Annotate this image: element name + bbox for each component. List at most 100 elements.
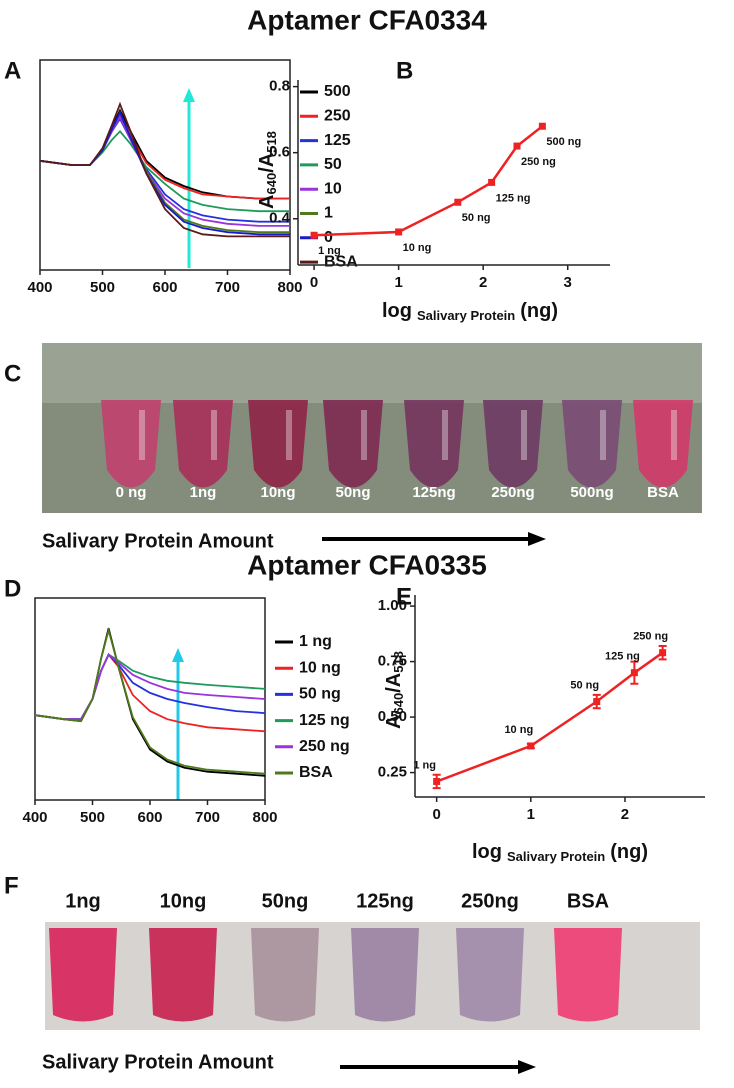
spectrum-line bbox=[39, 101, 290, 238]
legend-label: 1 bbox=[324, 205, 333, 222]
spectrum-line bbox=[34, 626, 266, 775]
axis-label-part: Salivary Protein bbox=[507, 849, 605, 864]
axis-label: log Salivary Protein (ng) bbox=[472, 841, 648, 864]
y-tick-label: 0.6 bbox=[269, 144, 290, 161]
tube bbox=[101, 400, 161, 488]
data-point bbox=[513, 142, 521, 150]
plot-frame bbox=[34, 597, 266, 801]
spectrum-line bbox=[39, 110, 290, 236]
data-line bbox=[314, 125, 544, 237]
y-tick-label: 0.75 bbox=[378, 653, 407, 670]
data-point bbox=[395, 228, 403, 236]
tube-label: BSA bbox=[647, 484, 679, 501]
legend-label: 250 ng bbox=[299, 738, 350, 755]
heading: Aptamer CFA0335 bbox=[247, 549, 487, 580]
tube-label: 125ng bbox=[356, 890, 414, 912]
panel-label: C bbox=[4, 360, 21, 387]
x-tick-label: 700 bbox=[195, 809, 220, 826]
tube-label: 250ng bbox=[461, 890, 519, 912]
photo bbox=[45, 922, 700, 1030]
x-tick-label: 3 bbox=[564, 274, 572, 291]
legend-label: 125 bbox=[324, 132, 351, 149]
axis-label-part: 640 bbox=[391, 693, 406, 715]
axis-label-part: log bbox=[472, 841, 502, 863]
tube-glare bbox=[442, 410, 448, 460]
data-point bbox=[659, 649, 667, 657]
y-tick-label: 0.8 bbox=[269, 78, 290, 95]
point-label: 125 ng bbox=[605, 651, 640, 663]
x-tick-label: 1 bbox=[394, 274, 402, 291]
data-point bbox=[630, 669, 638, 677]
trend-arrow bbox=[172, 648, 184, 800]
tube-glare bbox=[521, 410, 527, 460]
tube-label: 10ng bbox=[260, 484, 295, 501]
panel-label: E bbox=[396, 583, 412, 610]
tube-glare bbox=[600, 410, 606, 460]
tube bbox=[323, 400, 383, 488]
y-tick-label: 0.25 bbox=[378, 764, 407, 781]
tube bbox=[251, 928, 319, 1022]
legend-label: 1 ng bbox=[299, 633, 332, 650]
axis-label-part: A bbox=[383, 714, 405, 728]
panel-label: F bbox=[4, 872, 19, 899]
point-label: 10 ng bbox=[403, 242, 432, 254]
point-label: 50 ng bbox=[462, 212, 491, 224]
data-point bbox=[593, 698, 601, 706]
tube-label: BSA bbox=[567, 890, 609, 912]
panel-label: D bbox=[4, 575, 21, 602]
axis-label-part: Salivary Protein bbox=[417, 308, 515, 323]
caption: Salivary Protein Amount bbox=[42, 1051, 274, 1073]
spectrum-line bbox=[39, 112, 290, 200]
point-label: 500 ng bbox=[546, 136, 581, 148]
x-tick-label: 0 bbox=[310, 274, 318, 291]
tube-glare bbox=[286, 410, 292, 460]
data-point bbox=[310, 231, 318, 239]
legend-label: 10 bbox=[324, 180, 342, 197]
tube-glare bbox=[671, 410, 677, 460]
data-point bbox=[488, 178, 496, 186]
axis-label-part: 518 bbox=[264, 131, 279, 153]
legend-label: BSA bbox=[324, 253, 358, 270]
axis-label-part: /A bbox=[383, 673, 405, 693]
legend-label: BSA bbox=[299, 764, 333, 781]
spectrum-line bbox=[39, 116, 290, 223]
tube bbox=[49, 928, 117, 1022]
x-tick-label: 500 bbox=[90, 279, 115, 296]
data-point bbox=[433, 777, 441, 785]
legend-label: 50 ng bbox=[299, 686, 341, 703]
tube bbox=[483, 400, 543, 488]
point-label: 1 ng bbox=[318, 245, 341, 257]
axis-label-part: /A bbox=[256, 153, 278, 173]
axis-label-part: 640 bbox=[264, 173, 279, 195]
tube-label: 10ng bbox=[160, 890, 207, 912]
tube bbox=[404, 400, 464, 488]
tube-label: 1ng bbox=[190, 484, 217, 501]
tube-label: 50ng bbox=[262, 890, 309, 912]
y-tick-label: 0.50 bbox=[378, 708, 407, 725]
tube bbox=[351, 928, 419, 1022]
spectrum-line bbox=[34, 628, 266, 777]
axis-label-part: (ng) bbox=[610, 841, 648, 863]
tube bbox=[554, 928, 622, 1022]
point-label: 250 ng bbox=[521, 156, 556, 168]
heading: Aptamer CFA0334 bbox=[247, 4, 487, 35]
axis-label-part: A bbox=[256, 194, 278, 208]
caption-arrow bbox=[322, 532, 546, 546]
data-line bbox=[436, 651, 664, 783]
x-tick-label: 400 bbox=[27, 279, 52, 296]
x-tick-label: 1 bbox=[527, 806, 535, 823]
panel-label: B bbox=[396, 57, 413, 84]
x-tick-label: 700 bbox=[215, 279, 240, 296]
x-tick-label: 400 bbox=[22, 809, 47, 826]
tube bbox=[248, 400, 308, 488]
x-tick-label: 0 bbox=[432, 806, 440, 823]
panel-label: A bbox=[4, 57, 21, 84]
x-tick-label: 500 bbox=[80, 809, 105, 826]
axis-label-part: (ng) bbox=[520, 300, 558, 322]
x-tick-label: 2 bbox=[479, 274, 487, 291]
axis-label-part: log bbox=[382, 300, 412, 322]
photo bbox=[42, 343, 702, 513]
tube-label: 1ng bbox=[65, 890, 101, 912]
caption: Salivary Protein Amount bbox=[42, 530, 274, 552]
tube-label: 500ng bbox=[570, 484, 613, 501]
